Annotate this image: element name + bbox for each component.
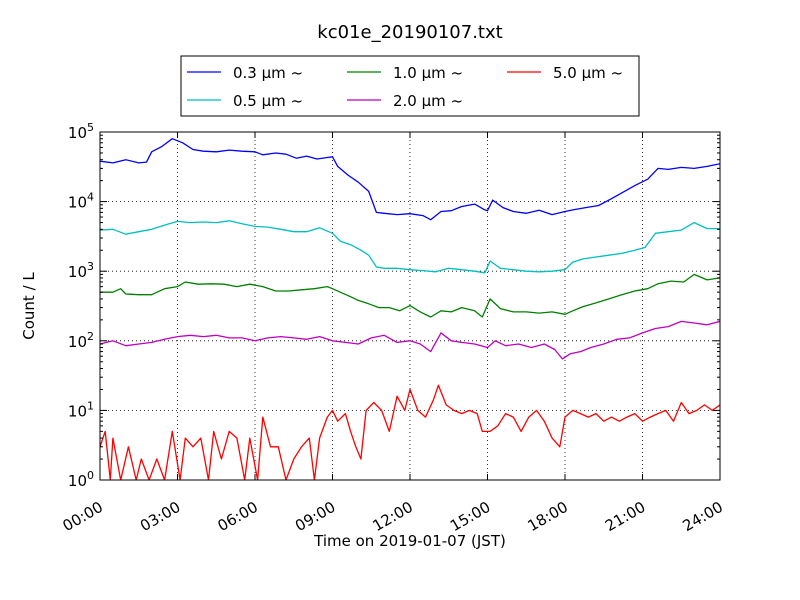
x-tick-label: 09:00 — [292, 498, 338, 535]
legend-label-1: 0.5 μm ~ — [233, 92, 303, 110]
series-line-1 — [100, 220, 720, 274]
series-line-0 — [100, 138, 720, 221]
y-tick-exponent: 2 — [87, 330, 94, 343]
y-tick-label: 102 — [68, 330, 94, 351]
y-tick-base: 10 — [68, 194, 87, 212]
series-line-4 — [100, 384, 720, 480]
legend-label-0: 0.3 μm ~ — [233, 64, 303, 82]
y-tick-base: 10 — [68, 333, 87, 351]
y-axis-label: Count / L — [20, 272, 38, 340]
x-tick-label: 24:00 — [680, 498, 726, 535]
y-tick-base: 10 — [68, 124, 87, 142]
y-tick-exponent: 1 — [87, 399, 94, 412]
y-tick-label: 105 — [68, 121, 94, 142]
x-tick-label: 21:00 — [602, 498, 648, 535]
series-layer — [100, 138, 720, 480]
y-tick-label: 101 — [68, 399, 94, 420]
legend-label-3: 2.0 μm ~ — [393, 92, 463, 110]
legend-label-2: 1.0 μm ~ — [393, 64, 463, 82]
legend-label-4: 5.0 μm ~ — [553, 64, 623, 82]
legend: 0.3 μm ~ 0.5 μm ~ 1.0 μm ~ 2.0 μm ~ 5.0 μm ~ — [180, 55, 640, 117]
y-tick-base: 10 — [68, 263, 87, 281]
y-tick-exponent: 4 — [87, 191, 94, 204]
x-tick-label: 12:00 — [370, 498, 416, 535]
ticks: 00:00 03:00 06:00 09:00 12:00 15:00 18:00 21:00… — [60, 121, 726, 535]
x-tick-label: 18:00 — [525, 498, 571, 535]
y-tick-exponent: 0 — [87, 469, 94, 482]
legend-box — [180, 55, 640, 117]
x-tick-label: 03:00 — [137, 498, 183, 535]
x-tick-label: 15:00 — [447, 498, 493, 535]
y-tick-label: 103 — [68, 260, 94, 281]
y-tick-label: 104 — [68, 191, 94, 212]
y-tick-base: 10 — [68, 402, 87, 420]
y-tick-label: 100 — [68, 469, 94, 490]
series-line-3 — [100, 320, 720, 360]
chart-title: kc01e_20190107.txt — [317, 22, 502, 43]
y-tick-exponent: 3 — [87, 260, 94, 273]
x-axis-label: Time on 2019-01-07 (JST) — [313, 532, 506, 550]
y-tick-exponent: 5 — [87, 121, 94, 134]
x-tick-label: 00:00 — [60, 498, 106, 535]
series-line-2 — [100, 273, 720, 318]
y-tick-base: 10 — [68, 472, 87, 490]
x-tick-label: 06:00 — [215, 498, 261, 535]
grid — [100, 132, 720, 480]
